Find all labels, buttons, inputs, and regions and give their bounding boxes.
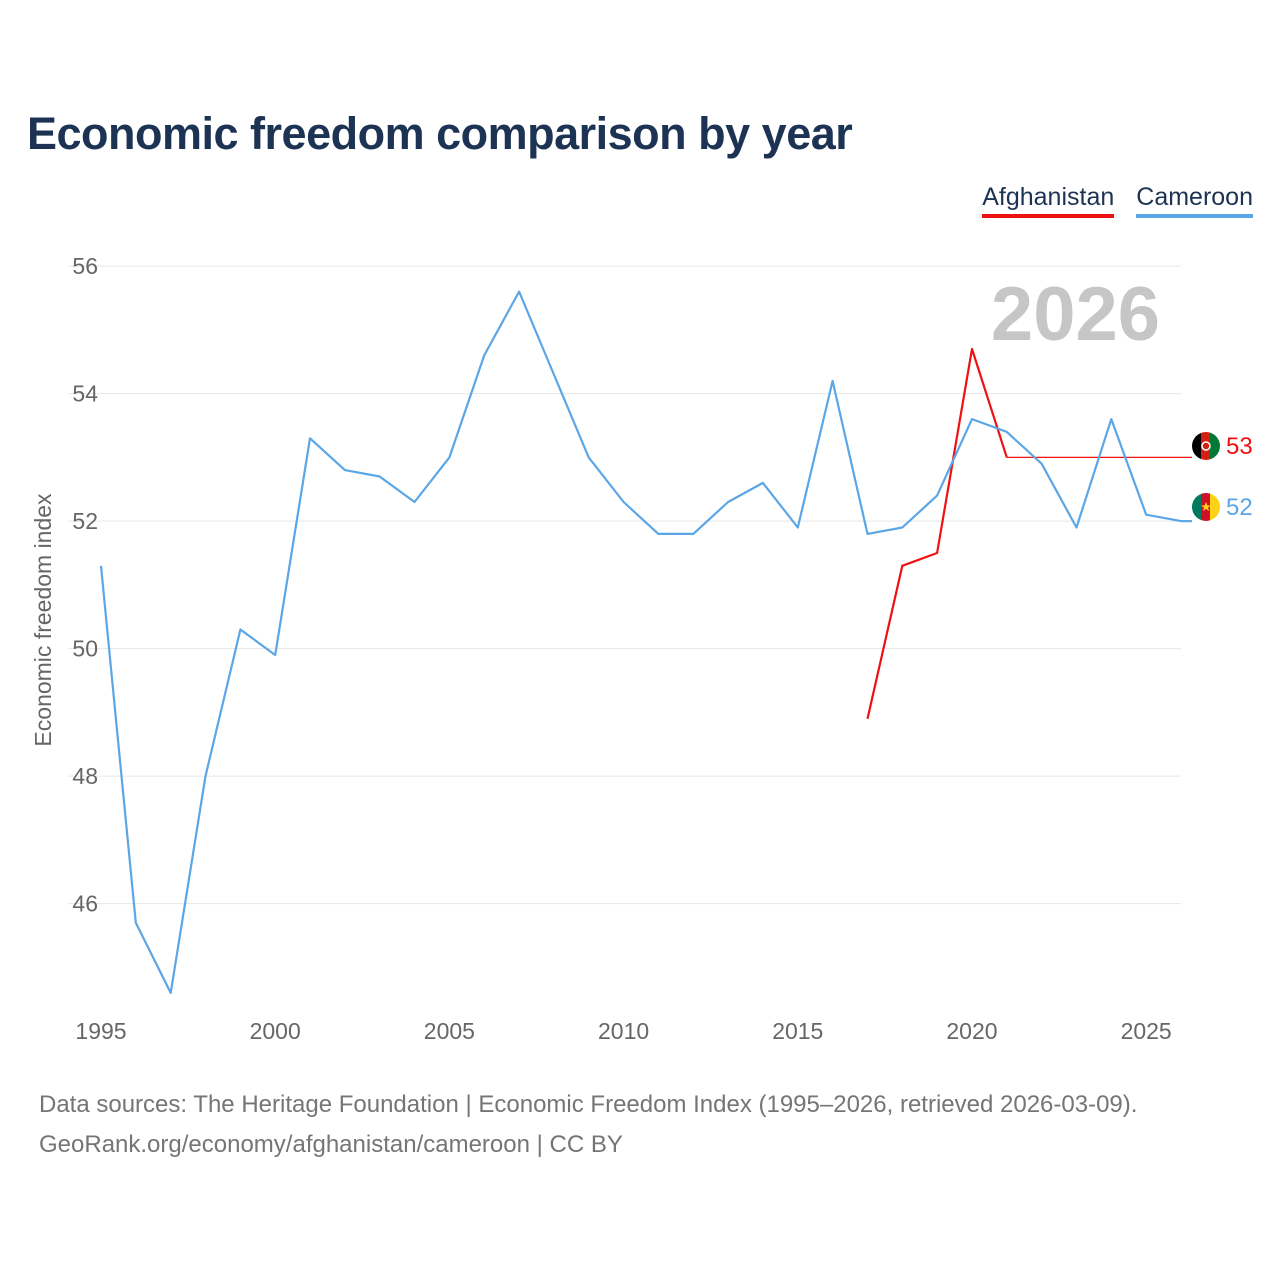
data-sources: Data sources: The Heritage Foundation | …	[39, 1091, 1138, 1118]
y-axis-label: Economic freedom index	[30, 493, 56, 747]
series-line-cameroon	[99, 290, 1182, 995]
cameroon-end-label: 52	[1226, 494, 1253, 521]
x-tick-label: 2000	[250, 1018, 301, 1044]
afghanistan-end-label: 53	[1226, 433, 1253, 460]
cameroon-flag-icon	[1192, 493, 1220, 521]
afghanistan-flag-icon	[1192, 432, 1220, 460]
series-line-afghanistan	[866, 347, 1008, 719]
y-tick-label: 52	[72, 508, 98, 534]
x-tick-label: 2025	[1121, 1018, 1172, 1044]
legend: Afghanistan Cameroon	[982, 183, 1253, 218]
y-tick-label: 56	[72, 253, 98, 279]
x-tick-label: 2015	[772, 1018, 823, 1044]
credit-link[interactable]: GeoRank.org/economy/afghanistan/cameroon…	[39, 1131, 623, 1158]
legend-item-cameroon[interactable]: Cameroon	[1136, 183, 1253, 218]
legend-item-afghanistan[interactable]: Afghanistan	[982, 183, 1115, 218]
y-tick-label: 54	[72, 381, 98, 407]
chart-title: Economic freedom comparison by year	[27, 108, 853, 159]
y-tick-label: 50	[72, 636, 98, 662]
footer: Data sources: The Heritage Foundation | …	[39, 1085, 1137, 1165]
x-tick-label: 2005	[424, 1018, 475, 1044]
y-tick-label: 46	[72, 891, 98, 917]
x-tick-label: 2020	[946, 1018, 997, 1044]
y-tick-label: 48	[72, 763, 98, 789]
year-watermark: 2026	[991, 272, 1160, 357]
x-tick-label: 2010	[598, 1018, 649, 1044]
x-tick-label: 1995	[75, 1018, 126, 1044]
